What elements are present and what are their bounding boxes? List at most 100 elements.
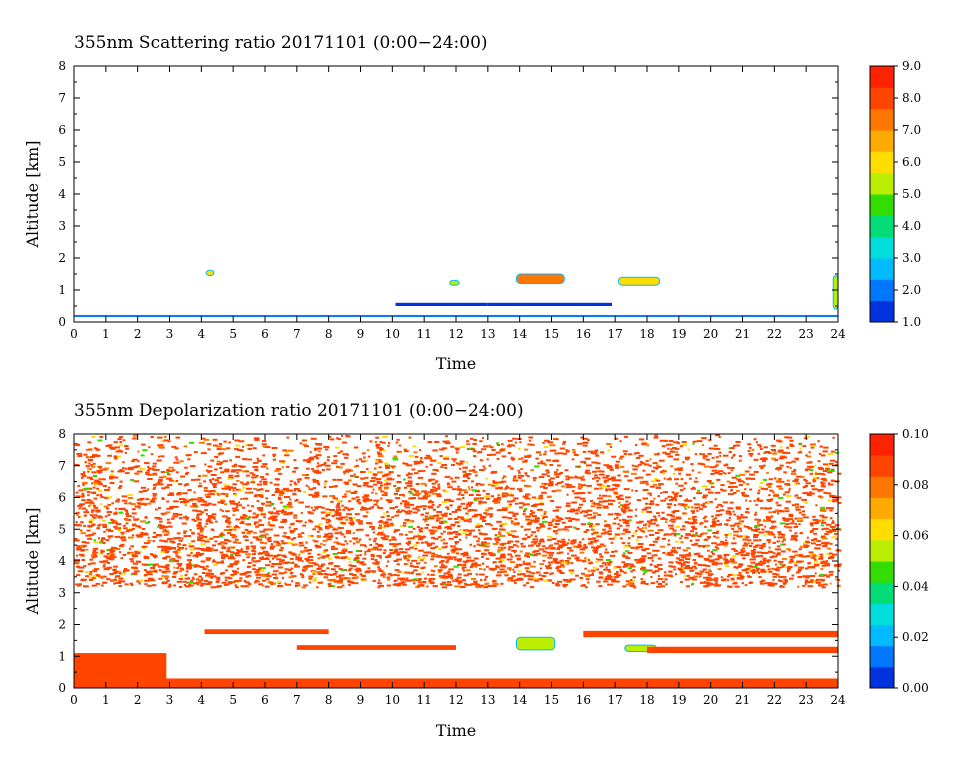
noise-pixel: [676, 517, 682, 520]
noise-pixel: [392, 457, 398, 460]
noise-pixel: [231, 465, 237, 468]
noise-pixel: [485, 497, 491, 500]
noise-pixel: [87, 563, 91, 566]
noise-pixel: [262, 440, 267, 442]
noise-pixel: [816, 578, 821, 581]
noise-pixel: [582, 437, 589, 440]
noise-pixel: [683, 505, 686, 508]
noise-pixel: [784, 566, 787, 569]
noise-pixel: [412, 445, 417, 448]
noise-pixel: [402, 551, 408, 554]
noise-pixel: [810, 539, 816, 542]
noise-pixel: [76, 565, 81, 568]
noise-pixel: [541, 462, 546, 465]
noise-pixel: [151, 554, 157, 557]
noise-pixel: [486, 458, 489, 461]
noise-pixel: [767, 584, 773, 586]
noise-pixel: [252, 560, 258, 563]
colorbar-swatch: [870, 151, 894, 174]
noise-pixel: [699, 575, 702, 578]
noise-pixel: [164, 486, 170, 489]
noise-pixel: [741, 582, 744, 585]
noise-pixel: [611, 580, 616, 583]
noise-pixel: [500, 448, 506, 451]
noise-pixel: [203, 480, 207, 483]
noise-pixel: [114, 507, 117, 510]
noise-pixel: [442, 576, 448, 579]
noise-pixel: [524, 448, 529, 451]
noise-pixel: [721, 489, 727, 492]
noise-pixel: [367, 567, 371, 570]
noise-pixel: [217, 447, 220, 450]
noise-pixel: [474, 563, 478, 566]
noise-pixel: [358, 560, 361, 563]
noise-pixel: [318, 528, 323, 531]
noise-pixel: [592, 470, 597, 473]
noise-pixel: [756, 521, 760, 524]
noise-pixel: [543, 575, 547, 578]
noise-pixel: [683, 574, 687, 577]
noise-pixel: [129, 558, 134, 561]
noise-pixel: [78, 583, 82, 586]
noise-pixel: [176, 532, 181, 535]
noise-pixel: [460, 494, 465, 497]
noise-pixel: [591, 546, 595, 549]
noise-pixel: [628, 582, 634, 585]
noise-pixel: [97, 524, 101, 527]
noise-pixel: [506, 485, 509, 488]
noise-pixel: [503, 475, 507, 478]
colorbar-tick-label: 3.0: [902, 251, 921, 265]
noise-pixel: [397, 582, 404, 585]
noise-pixel: [440, 520, 447, 523]
noise-pixel: [814, 560, 819, 563]
noise-pixel: [436, 511, 442, 513]
noise-pixel: [618, 506, 621, 508]
noise-pixel: [535, 552, 541, 555]
noise-pixel: [625, 583, 632, 586]
noise-pixel: [194, 564, 199, 567]
noise-pixel: [714, 491, 721, 494]
noise-pixel: [268, 528, 273, 531]
noise-pixel: [732, 537, 735, 540]
noise-pixel: [273, 507, 276, 510]
noise-pixel: [678, 503, 684, 506]
noise-pixel: [328, 585, 332, 587]
noise-pixel: [552, 518, 556, 521]
noise-pixel: [437, 462, 442, 464]
noise-pixel: [592, 512, 599, 515]
noise-pixel: [614, 464, 619, 467]
noise-pixel: [723, 558, 729, 561]
noise-pixel: [316, 571, 322, 573]
noise-pixel: [834, 532, 838, 535]
noise-pixel: [347, 558, 351, 560]
noise-pixel: [750, 529, 755, 532]
noise-pixel: [705, 571, 710, 574]
noise-pixel: [740, 548, 743, 551]
noise-pixel: [165, 555, 171, 558]
noise-pixel: [453, 548, 457, 550]
noise-pixel: [263, 528, 267, 531]
noise-pixel: [659, 471, 664, 473]
noise-pixel: [820, 485, 826, 488]
noise-pixel: [163, 533, 169, 536]
layer-mark: [487, 302, 612, 306]
noise-pixel: [596, 535, 602, 538]
noise-pixel: [534, 465, 540, 468]
noise-pixel: [631, 464, 635, 467]
noise-pixel: [777, 512, 780, 515]
noise-pixel: [229, 502, 236, 505]
noise-pixel: [182, 580, 187, 583]
noise-pixel: [783, 538, 786, 541]
noise-pixel: [623, 507, 627, 510]
noise-pixel: [204, 540, 210, 543]
noise-pixel: [802, 575, 806, 578]
noise-pixel: [223, 529, 229, 531]
noise-pixel: [666, 513, 673, 516]
noise-pixel: [132, 516, 135, 519]
noise-pixel: [752, 571, 755, 574]
noise-pixel: [566, 547, 572, 549]
noise-pixel: [828, 573, 833, 576]
feature-layer: [487, 302, 612, 306]
noise-pixel: [305, 565, 311, 567]
noise-pixel: [355, 496, 360, 499]
